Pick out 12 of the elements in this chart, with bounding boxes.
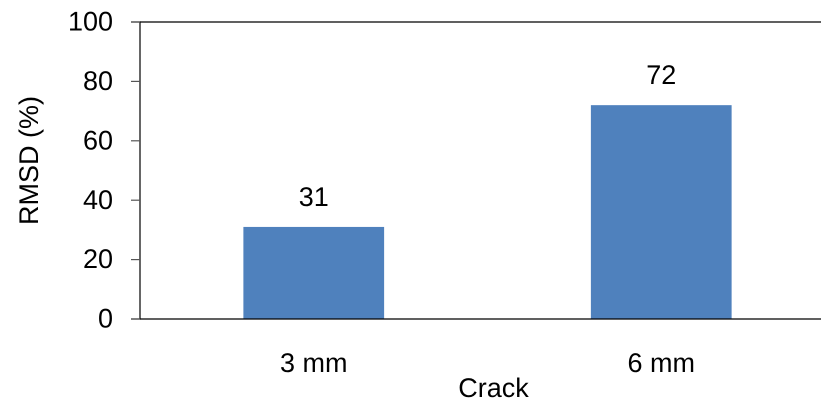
y-tick-label: 80 xyxy=(82,66,113,96)
y-tick-label: 40 xyxy=(82,184,113,215)
y-tick-label: 0 xyxy=(98,304,113,334)
x-tick-label: 6 mm xyxy=(628,348,695,378)
x-axis-title: Crack xyxy=(458,373,530,403)
y-tick-label: 20 xyxy=(82,244,113,274)
y-tick-label: 60 xyxy=(82,125,113,156)
data-label: 72 xyxy=(646,60,676,90)
data-label: 31 xyxy=(298,182,329,212)
y-tick-label: 100 xyxy=(68,6,113,37)
y-axis-title: RMSD (%) xyxy=(14,96,44,225)
x-tick-label: 3 mm xyxy=(280,348,348,378)
